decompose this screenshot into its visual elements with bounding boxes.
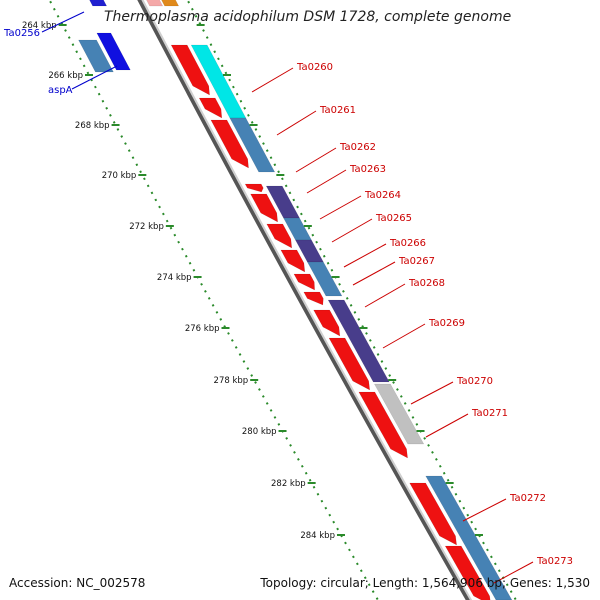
gene-label-ta0271[interactable]: Ta0271 xyxy=(471,408,508,419)
gene-label-ta0265[interactable]: Ta0265 xyxy=(375,213,412,224)
gene-ta0267-rev[interactable] xyxy=(303,291,324,306)
tick-label: 272 kbp xyxy=(129,222,164,232)
genome-backbone-highlight xyxy=(141,0,473,600)
feature-inner-steelblue[interactable] xyxy=(78,39,114,73)
inner-tick-track xyxy=(48,0,380,600)
gene-label-ta0269[interactable]: Ta0269 xyxy=(428,318,465,329)
gene-label-ta0256[interactable]: Ta0256 xyxy=(3,28,40,39)
gene-ta0261-rev-a[interactable] xyxy=(198,97,223,119)
gene-label-ta0268[interactable]: Ta0268 xyxy=(408,278,445,289)
gene-label-ta0270[interactable]: Ta0270 xyxy=(456,376,493,387)
gene-label-ta0266[interactable]: Ta0266 xyxy=(389,238,426,249)
tick-label: 270 kbp xyxy=(102,171,137,181)
feature-inner-blue[interactable] xyxy=(96,32,131,71)
gene-callout-line xyxy=(331,218,373,243)
gene-callout-line xyxy=(41,11,85,33)
gene-label-ta0262[interactable]: Ta0262 xyxy=(339,142,376,153)
gene-ta0268-rev[interactable] xyxy=(313,309,341,337)
gene-ta0269-rev[interactable] xyxy=(328,337,371,391)
feature-top-orange[interactable] xyxy=(157,0,180,7)
gene-callout-line xyxy=(382,323,426,349)
gene-callout-line xyxy=(276,110,317,136)
gene-ta0266-fwd[interactable] xyxy=(306,261,343,297)
gene-label-ta0264[interactable]: Ta0264 xyxy=(364,190,401,201)
summary-label: Topology: circular; Length: 1,564,906 bp… xyxy=(260,576,590,590)
tick-label: 264 kbp xyxy=(22,21,57,31)
tick-label: 276 kbp xyxy=(185,324,220,334)
genome-backbone xyxy=(137,0,471,600)
gene-ta0270-rev[interactable] xyxy=(358,391,408,459)
gene-callout-line xyxy=(319,195,362,220)
map-title: Thermoplasma acidophilum DSM 1728, compl… xyxy=(104,9,512,25)
feature-top-pink[interactable] xyxy=(142,0,164,7)
gene-callout-line xyxy=(493,561,534,584)
gene-callout-line xyxy=(306,169,347,194)
gene-ta0263-rev[interactable] xyxy=(250,193,278,223)
outer-tick-track xyxy=(186,0,518,600)
gene-callout-line xyxy=(71,65,118,90)
accession-label: Accession: NC_002578 xyxy=(9,576,146,590)
gene-label-aspa[interactable]: aspA xyxy=(48,85,73,96)
gene-callout-line xyxy=(410,381,454,405)
gene-label-ta0272[interactable]: Ta0272 xyxy=(509,493,546,504)
gene-ta0268-fwd[interactable] xyxy=(327,299,390,383)
gene-callout-line xyxy=(364,283,406,308)
tick-label: 268 kbp xyxy=(75,121,110,131)
gene-ta0266-rev[interactable] xyxy=(293,273,315,291)
gene-ta0260-rev[interactable] xyxy=(170,44,210,96)
gene-ta0272-fwd[interactable] xyxy=(425,475,513,600)
gene-label-ta0273[interactable]: Ta0273 xyxy=(536,556,573,567)
tick-label: 278 kbp xyxy=(214,376,249,386)
gene-label-ta0260[interactable]: Ta0260 xyxy=(296,62,333,73)
gene-callout-line xyxy=(352,261,396,286)
gene-callout-line xyxy=(251,67,294,93)
tick-label: 274 kbp xyxy=(157,273,192,283)
gene-callout-line xyxy=(343,243,387,268)
gene-ta0272-rev-b[interactable] xyxy=(444,545,491,600)
gene-label-ta0263[interactable]: Ta0263 xyxy=(349,164,386,175)
tick-label: 266 kbp xyxy=(48,71,83,81)
gene-callout-line xyxy=(295,147,337,173)
gene-ta0261-rev-b[interactable] xyxy=(210,119,249,169)
gene-label-ta0261[interactable]: Ta0261 xyxy=(319,105,356,116)
gene-ta0262-rev[interactable] xyxy=(244,183,264,193)
gene-ta0265-rev[interactable] xyxy=(280,249,306,273)
gene-ta0272-rev-a[interactable] xyxy=(409,482,457,546)
tick-label: 282 kbp xyxy=(271,479,306,489)
feature-top-blue[interactable] xyxy=(85,0,108,7)
gene-callout-line xyxy=(425,413,469,438)
gene-label-ta0267[interactable]: Ta0267 xyxy=(398,256,435,267)
gene-ta0264-rev[interactable] xyxy=(266,223,293,249)
gene-ta0261-fwd[interactable] xyxy=(229,117,276,173)
gene-callout-line xyxy=(462,498,507,522)
tick-label: 280 kbp xyxy=(242,427,277,437)
gene-ta0270-other[interactable] xyxy=(373,383,425,445)
tick-label: 284 kbp xyxy=(300,531,335,541)
